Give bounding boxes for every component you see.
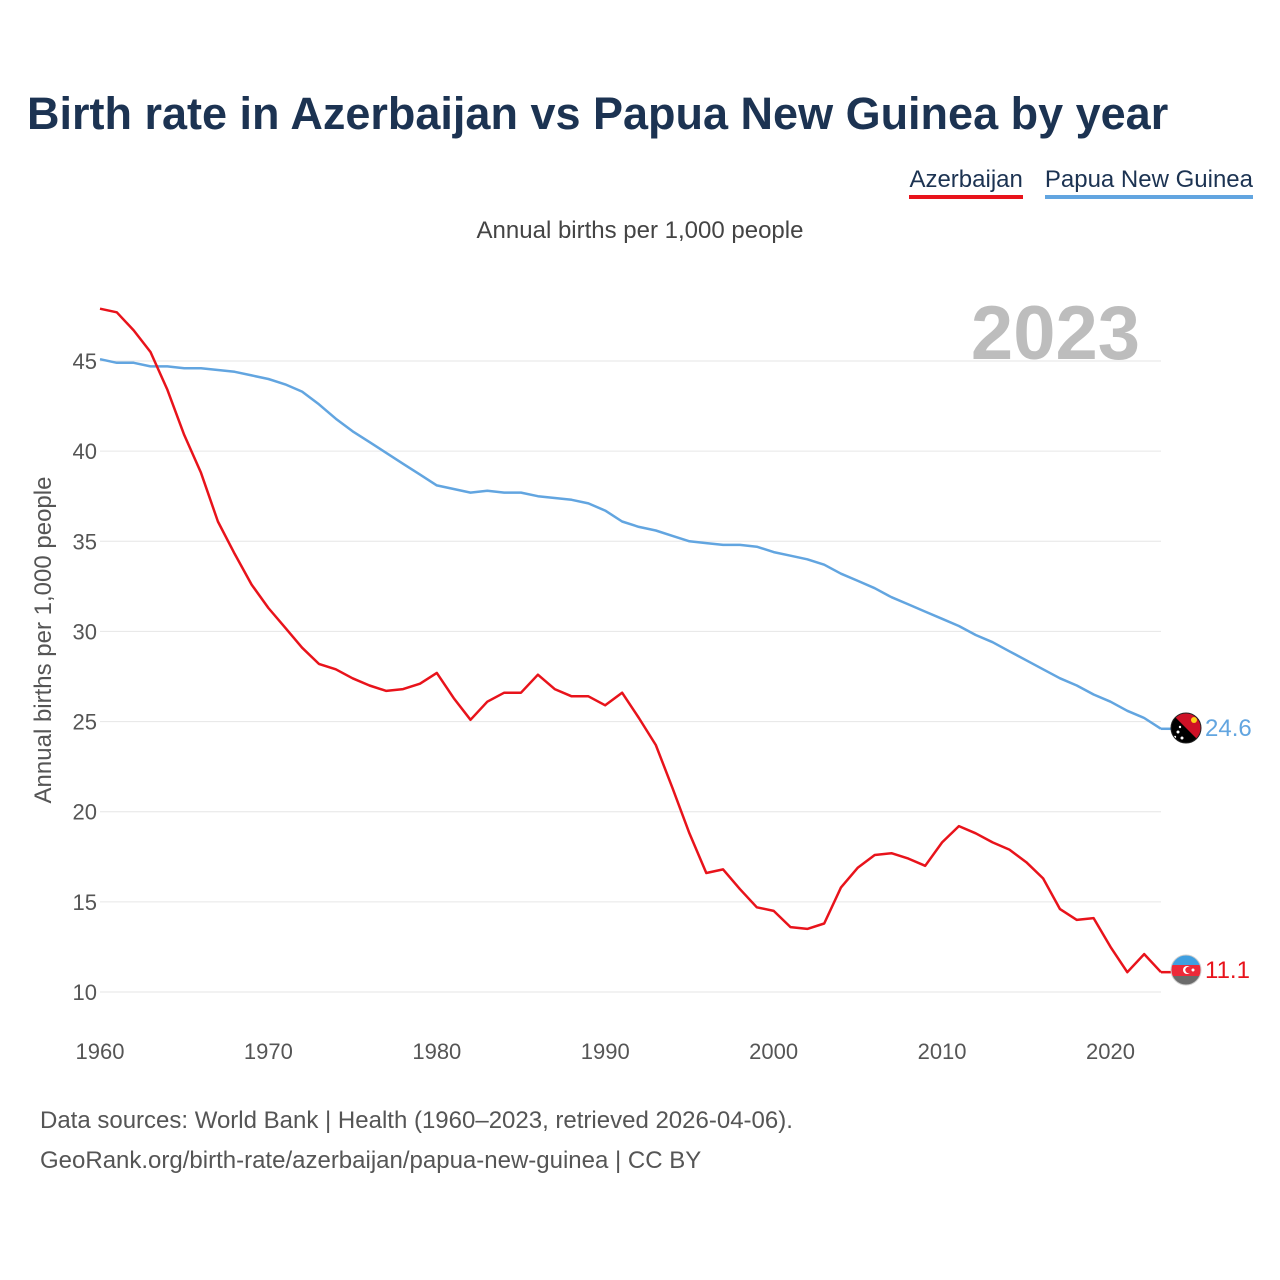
year-badge: 2023 (970, 291, 1140, 376)
x-tick-label: 1990 (581, 1039, 630, 1064)
azerbaijan-flag-icon (1170, 954, 1202, 986)
legend-item-azerbaijan[interactable]: Azerbaijan (909, 166, 1023, 199)
y-tick-label: 30 (73, 619, 97, 644)
x-tick-label: 1980 (412, 1039, 461, 1064)
end-label-azerbaijan: 11.1 (1205, 957, 1250, 984)
grid-lines (100, 360, 1161, 993)
y-tick-label: 10 (73, 980, 97, 1005)
x-tick-label: 2020 (1086, 1039, 1135, 1064)
chart-title: Birth rate in Azerbaijan vs Papua New Gu… (27, 88, 1169, 139)
source-line-url[interactable]: GeoRank.org/birth-rate/azerbaijan/papua-… (40, 1147, 702, 1174)
y-axis-label: Annual births per 1,000 people (30, 477, 57, 804)
x-tick-label: 1960 (76, 1039, 125, 1064)
y-tick-label: 45 (73, 349, 97, 374)
legend-item-papua-new-guinea[interactable]: Papua New Guinea (1044, 166, 1253, 199)
source-line-data: Data sources: World Bank | Health (1960–… (40, 1107, 793, 1134)
y-tick-label: 35 (73, 529, 97, 554)
legend: Azerbaijan Papua New Guinea (909, 166, 1253, 199)
papua-new-guinea-flag-icon (1170, 712, 1202, 744)
y-tick-label: 25 (73, 710, 97, 735)
series-lines (99, 307, 1172, 974)
y-tick-label: 40 (73, 439, 97, 464)
chart-subtitle: Annual births per 1,000 people (476, 217, 804, 244)
x-axis-ticks: 1960 1970 1980 1990 2000 2010 2020 (76, 1039, 1135, 1064)
y-tick-label: 15 (73, 890, 97, 915)
x-tick-label: 1970 (244, 1039, 293, 1064)
series-line-azerbaijan[interactable] (99, 307, 1162, 974)
end-label-papua-new-guinea: 24.6 (1205, 715, 1252, 742)
y-tick-label: 20 (73, 800, 97, 825)
series-line-papua-new-guinea[interactable] (99, 357, 1162, 730)
x-tick-label: 2010 (918, 1039, 967, 1064)
y-axis-ticks: 10 15 20 25 30 35 40 45 (73, 349, 97, 1005)
x-tick-label: 2000 (749, 1039, 798, 1064)
